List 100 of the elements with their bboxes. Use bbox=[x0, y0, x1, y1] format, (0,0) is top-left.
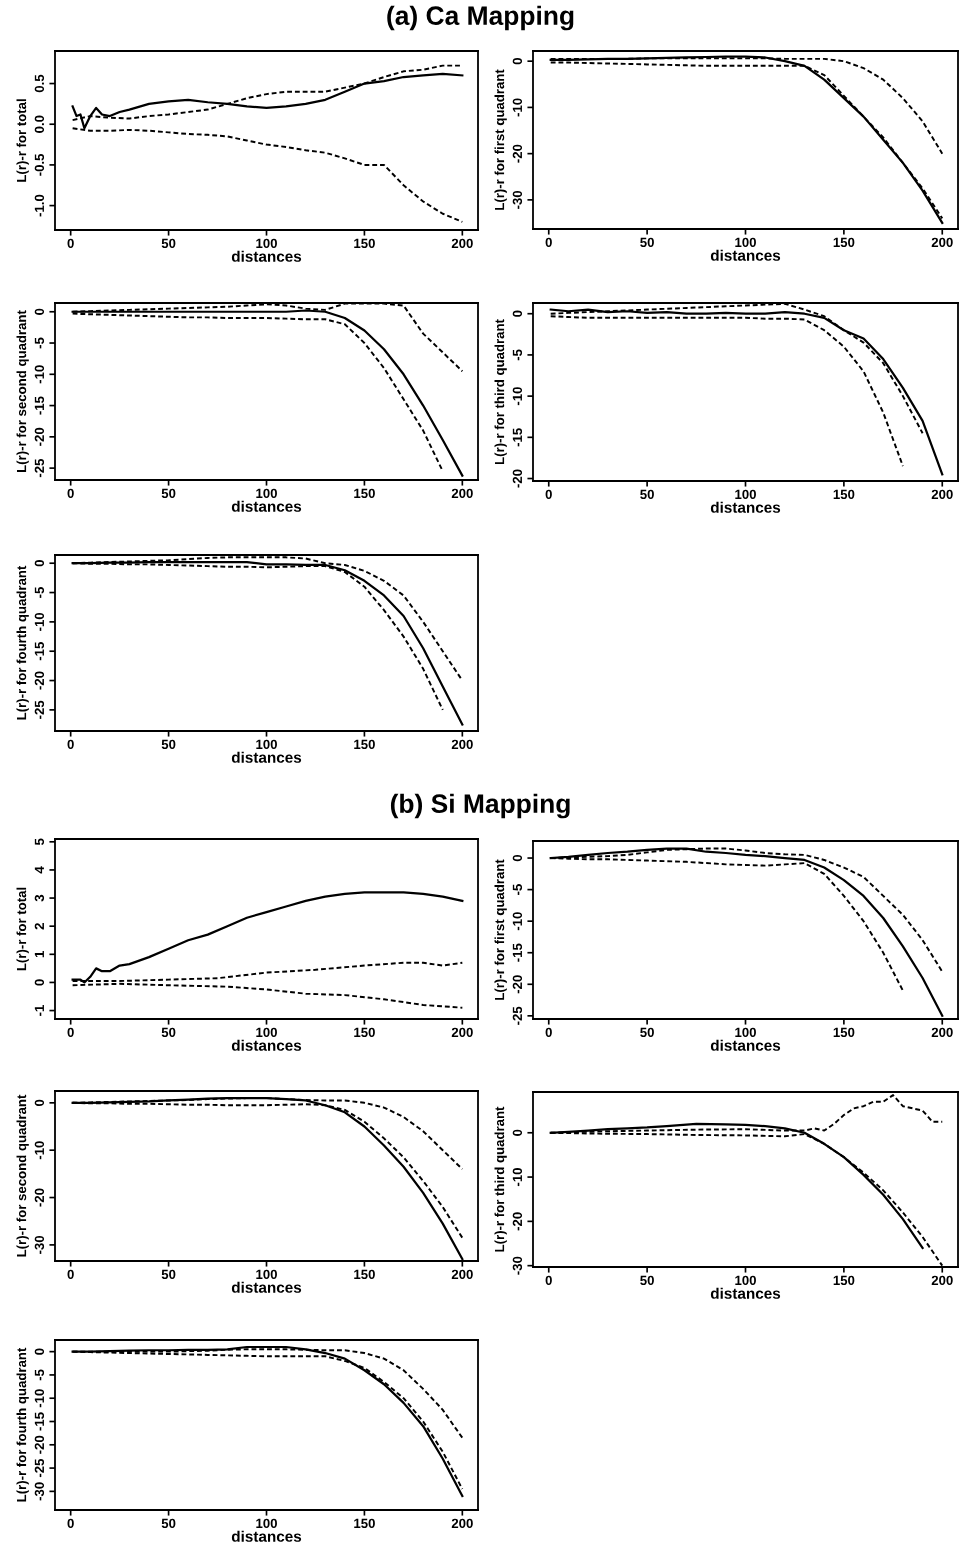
y-tick-label: 1 bbox=[34, 951, 44, 958]
x-tick-label: 200 bbox=[451, 739, 473, 750]
y-axis-title: L(r)-r for total bbox=[16, 99, 29, 182]
x-tick-label: 0 bbox=[545, 237, 552, 248]
x-tick-label: 100 bbox=[256, 1269, 277, 1280]
x-tick-label: 0 bbox=[545, 489, 552, 500]
y-tick-label: 0.5 bbox=[34, 74, 45, 93]
x-tick-label: 150 bbox=[833, 1275, 855, 1286]
x-tick-label: 50 bbox=[640, 1275, 654, 1286]
y-tick-label: 0 bbox=[512, 310, 523, 317]
chart-title: (b) Si Mapping bbox=[390, 793, 570, 819]
x-axis-title: distances bbox=[710, 1039, 781, 1051]
x-axis-title: distances bbox=[710, 249, 781, 261]
y-tick-label: 0 bbox=[512, 1129, 523, 1136]
y-tick-label: -5 bbox=[34, 337, 45, 349]
y-axis-title: L(r)-r for total bbox=[16, 887, 29, 971]
y-axis-title: L(r)-r for second quadrant bbox=[16, 1094, 29, 1257]
y-tick-label: -15 bbox=[512, 428, 523, 447]
y-tick-label: -5 bbox=[34, 1369, 45, 1381]
y-tick-label: -20 bbox=[512, 144, 523, 163]
x-tick-label: 0 bbox=[67, 739, 74, 750]
x-tick-label: 50 bbox=[161, 1518, 176, 1529]
x-tick-label: 100 bbox=[735, 237, 756, 248]
x-tick-label: 0 bbox=[67, 238, 74, 249]
y-tick-label: 4 bbox=[34, 866, 44, 874]
y-tick-label: -10 bbox=[34, 612, 45, 631]
y-tick-label: 0 bbox=[512, 854, 523, 862]
x-tick-label: 100 bbox=[256, 739, 277, 750]
x-axis-title: distances bbox=[231, 1281, 302, 1293]
y-tick-label: 0 bbox=[34, 979, 45, 986]
y-tick-label: -25 bbox=[512, 1006, 523, 1025]
x-tick-label: 50 bbox=[161, 1027, 176, 1038]
y-tick-label: -15 bbox=[34, 1412, 45, 1431]
y-tick-label: -1 bbox=[34, 1005, 44, 1016]
y-tick-label: -0.5 bbox=[34, 153, 45, 176]
x-tick-label: 150 bbox=[354, 488, 375, 499]
x-tick-label: 200 bbox=[451, 238, 473, 249]
x-axis-title: distances bbox=[231, 1530, 302, 1542]
y-tick-label: -15 bbox=[34, 642, 45, 661]
y-tick-label: -10 bbox=[34, 1141, 45, 1160]
y-axis-title: L(r)-r for third quadrant bbox=[494, 1106, 507, 1252]
x-tick-label: 0 bbox=[67, 1518, 74, 1529]
y-axis-title: L(r)-r for fourth quadrant bbox=[16, 1347, 29, 1502]
y-tick-label: -10 bbox=[512, 387, 523, 406]
x-tick-label: 200 bbox=[451, 488, 473, 499]
x-tick-label: 150 bbox=[833, 237, 855, 248]
x-axis-title: distances bbox=[710, 501, 781, 513]
x-tick-label: 50 bbox=[640, 237, 654, 248]
x-tick-label: 150 bbox=[833, 489, 855, 500]
y-tick-label: -10 bbox=[512, 1168, 523, 1187]
y-tick-label: -10 bbox=[512, 912, 523, 931]
x-tick-label: 0 bbox=[545, 1027, 552, 1038]
x-tick-label: 50 bbox=[161, 238, 176, 249]
x-axis-title: distances bbox=[710, 1287, 781, 1299]
y-tick-label: -30 bbox=[34, 1235, 45, 1254]
y-tick-label: -20 bbox=[34, 1188, 45, 1207]
chart-title: (a) Ca Mapping bbox=[387, 5, 574, 31]
y-tick-label: 0 bbox=[512, 58, 523, 65]
y-tick-label: 5 bbox=[34, 838, 45, 846]
y-tick-label: -20 bbox=[34, 671, 45, 690]
x-tick-label: 200 bbox=[451, 1027, 473, 1038]
y-axis-title: L(r)-r for second quadrant bbox=[16, 310, 29, 472]
y-axis-title: L(r)-r for fourth quadrant bbox=[16, 565, 29, 720]
y-tick-label: -30 bbox=[512, 1256, 523, 1275]
y-axis-title: L(r)-r for third quadrant bbox=[494, 319, 507, 465]
y-tick-label: 0.0 bbox=[34, 115, 45, 133]
y-tick-label: 0 bbox=[34, 1099, 45, 1106]
x-tick-label: 150 bbox=[354, 1518, 375, 1529]
x-axis-title: distances bbox=[231, 1039, 302, 1051]
y-tick-label: 0 bbox=[34, 308, 45, 315]
y-tick-label: -20 bbox=[512, 975, 523, 994]
x-tick-label: 100 bbox=[735, 489, 756, 500]
y-tick-label: -5 bbox=[512, 884, 523, 895]
x-tick-label: 200 bbox=[451, 1269, 473, 1280]
y-axis-title: L(r)-r for first quadrant bbox=[494, 859, 507, 1000]
y-tick-label: -25 bbox=[34, 700, 45, 719]
x-tick-label: 0 bbox=[67, 1269, 74, 1280]
y-axis-title: L(r)-r for first quadrant bbox=[494, 69, 507, 210]
y-tick-label: 3 bbox=[34, 894, 45, 902]
x-tick-label: 150 bbox=[354, 1269, 375, 1280]
x-tick-label: 50 bbox=[161, 488, 176, 499]
x-tick-label: 200 bbox=[931, 237, 953, 248]
y-tick-label: -5 bbox=[512, 349, 523, 361]
x-tick-label: 0 bbox=[67, 488, 74, 499]
x-tick-label: 100 bbox=[735, 1275, 756, 1286]
x-axis-title: distances bbox=[231, 500, 302, 512]
y-tick-label: -20 bbox=[34, 427, 45, 446]
x-tick-label: 150 bbox=[833, 1027, 855, 1038]
y-tick-label: -20 bbox=[512, 1212, 523, 1231]
y-tick-label: -10 bbox=[34, 1389, 45, 1408]
x-tick-label: 50 bbox=[640, 1027, 654, 1038]
x-tick-label: 150 bbox=[354, 1027, 375, 1038]
x-axis-title: distances bbox=[231, 751, 302, 763]
x-tick-label: 100 bbox=[256, 1518, 277, 1529]
x-tick-label: 100 bbox=[735, 1027, 756, 1038]
x-tick-label: 50 bbox=[161, 739, 176, 750]
x-tick-label: 0 bbox=[67, 1027, 74, 1038]
x-tick-label: 200 bbox=[931, 1027, 953, 1038]
y-tick-label: 0 bbox=[34, 1348, 45, 1355]
x-tick-label: 50 bbox=[161, 1269, 176, 1280]
